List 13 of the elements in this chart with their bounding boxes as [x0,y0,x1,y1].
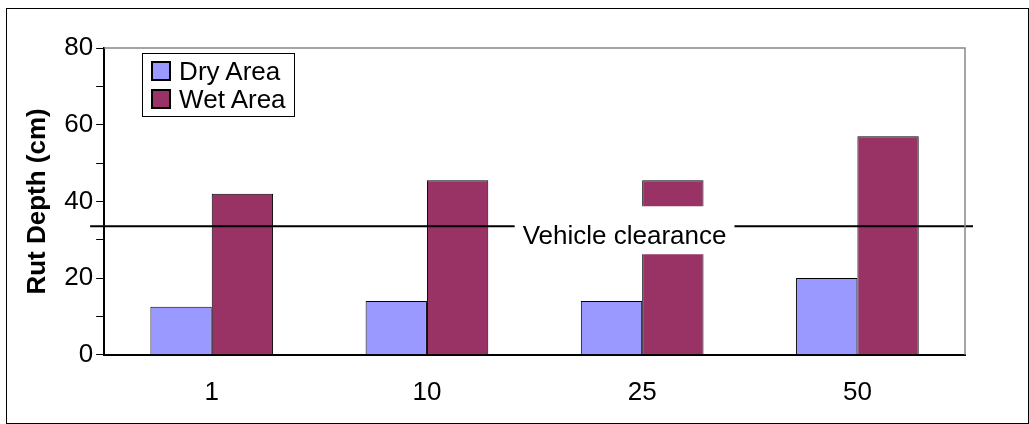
y-axis-title: Rut Depth (cm) [20,108,51,295]
x-tick-label: 50 [842,375,872,406]
x-tick-label: 25 [627,375,657,406]
legend-label: Wet Area [179,84,286,114]
y-tick-label: 40 [64,184,94,215]
x-tick-label: 10 [412,375,442,406]
x-tick-label: 1 [204,375,219,406]
y-tick-label: 80 [64,31,94,62]
legend-label: Dry Area [179,56,281,86]
y-tick-label: 20 [64,261,94,292]
y-tick-label: 60 [64,107,94,138]
ref-line-label: Vehicle clearance [522,220,727,251]
y-tick-label: 0 [78,337,94,368]
